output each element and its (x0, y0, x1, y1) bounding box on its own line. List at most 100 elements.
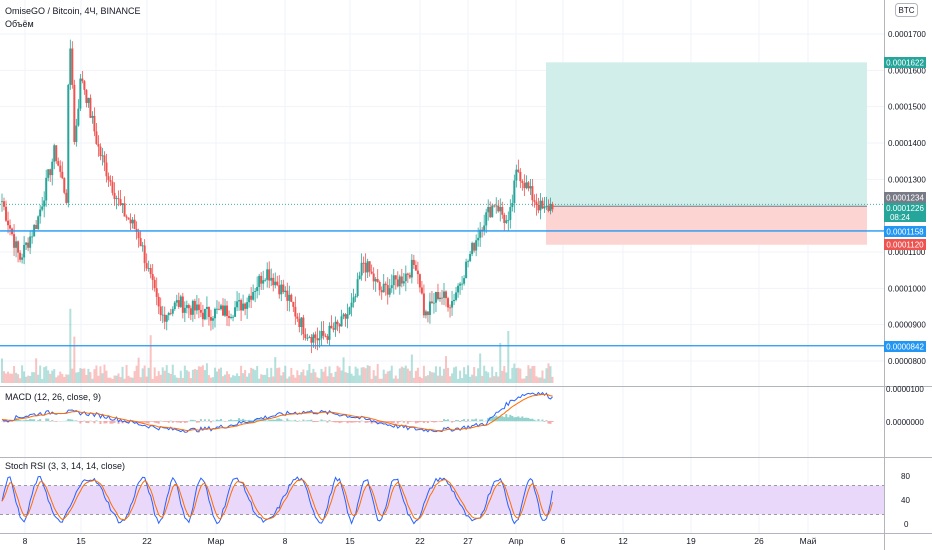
candle-body (406, 273, 409, 275)
entry-price-text: 0.0001226 (886, 204, 924, 213)
volume-bar (388, 370, 391, 383)
macd-histogram-bar (491, 417, 494, 422)
volume-bar (372, 370, 375, 383)
volume-bar (547, 363, 550, 383)
current-price-label: 0.0001234 (884, 192, 926, 203)
volume-bar (396, 378, 399, 383)
volume-bar (533, 365, 536, 383)
time-axis[interactable]: 8 15 22 Мар 8 15 22 27 Апр 6 12 19 26 Ма… (23, 536, 817, 546)
macd-histogram-bar (445, 420, 448, 422)
candle-body (181, 296, 184, 313)
macd-histogram-bar (228, 419, 231, 422)
candle-body (539, 200, 542, 211)
macd-histogram-bar (312, 421, 315, 423)
candle-body (418, 274, 421, 288)
volume-bar (73, 336, 76, 383)
macd-histogram-bar (338, 421, 341, 424)
candle-body (157, 296, 160, 307)
signal-line (1, 393, 553, 432)
volume-bar (382, 369, 385, 383)
candle-body (254, 291, 257, 292)
macd-histogram-bar (17, 419, 20, 422)
candle-body (141, 245, 144, 247)
volume-bar (426, 375, 429, 383)
candle-body (507, 219, 510, 221)
candle-body (384, 283, 387, 286)
price-tick: 0.0001000 (888, 284, 926, 293)
volume-bar (115, 375, 118, 383)
volume-bar (428, 371, 431, 383)
candle-body (525, 182, 528, 189)
currency-badge[interactable]: BTC (895, 3, 918, 17)
volume-bar (416, 367, 419, 383)
volume-bar (57, 375, 60, 383)
candle-body (79, 78, 82, 109)
candle-body (113, 192, 116, 199)
macd-histogram-bar (443, 419, 446, 422)
macd-histogram-bar (424, 421, 427, 422)
macd-histogram-bar (29, 419, 32, 422)
candle-body (133, 219, 136, 229)
macd-histogram-bar (211, 420, 214, 422)
macd-histogram-bar (167, 421, 170, 423)
macd-histogram-bar (19, 420, 22, 422)
price-tick: 0.0001100 (888, 248, 926, 257)
volume-bar (260, 374, 263, 383)
volume-bar (475, 376, 478, 383)
candle-body (139, 238, 142, 247)
macd-histogram-bar (81, 421, 84, 422)
candle-body (236, 301, 239, 308)
volume-bar (316, 377, 319, 383)
macd-histogram-bar (274, 419, 277, 422)
candle-body (57, 161, 60, 166)
volume-bar (79, 368, 82, 383)
volume-bar (133, 371, 136, 383)
volume-bar (187, 371, 190, 383)
candle-body (117, 198, 120, 200)
candle-body (211, 318, 214, 321)
macd-histogram-bar (527, 417, 530, 422)
volume-bar (123, 378, 126, 383)
macd-histogram-bar (244, 419, 247, 422)
volume-bar (304, 375, 307, 383)
macd-histogram-bar (521, 416, 524, 422)
candle-body (461, 283, 464, 285)
candle-body (308, 337, 311, 338)
candle-body (29, 236, 32, 248)
time-tick: 6 (561, 536, 566, 546)
macd-histogram-bar (75, 420, 78, 422)
volume-bar (39, 365, 42, 383)
candle-body (513, 180, 516, 204)
candle-body (517, 169, 520, 172)
macd-histogram-bar (471, 419, 474, 422)
macd-histogram-bar (55, 421, 58, 422)
volume-bar (336, 365, 339, 383)
candle-body (388, 288, 391, 295)
macd-histogram-bar (248, 419, 251, 422)
macd-histogram-bar (479, 419, 482, 422)
candle-body (372, 273, 375, 282)
volume-bar (219, 367, 222, 383)
volume-bar (310, 372, 313, 383)
macd-histogram-bar (47, 418, 50, 422)
macd-histogram-bar (463, 419, 466, 422)
macd-histogram-bar (87, 421, 90, 424)
macd-pane (1, 391, 554, 433)
candle-body (422, 293, 425, 316)
volume-bar (354, 366, 357, 383)
macd-histogram-bar (432, 421, 435, 423)
macd-histogram-bar (183, 421, 186, 423)
macd-histogram-bar (350, 421, 353, 423)
candle-body (354, 296, 357, 298)
candle-body (457, 285, 460, 293)
macd-histogram-bar (372, 421, 375, 423)
candle-body (75, 125, 78, 142)
candle-body (493, 205, 496, 207)
candle-body (213, 308, 216, 319)
candle-body (497, 205, 500, 212)
candle-body (294, 306, 297, 317)
volume-bar (348, 366, 351, 383)
candle-body (521, 181, 524, 183)
price-axis[interactable]: 0.0001700 0.0001600 0.0001500 0.0001400 0.00… (888, 30, 926, 366)
